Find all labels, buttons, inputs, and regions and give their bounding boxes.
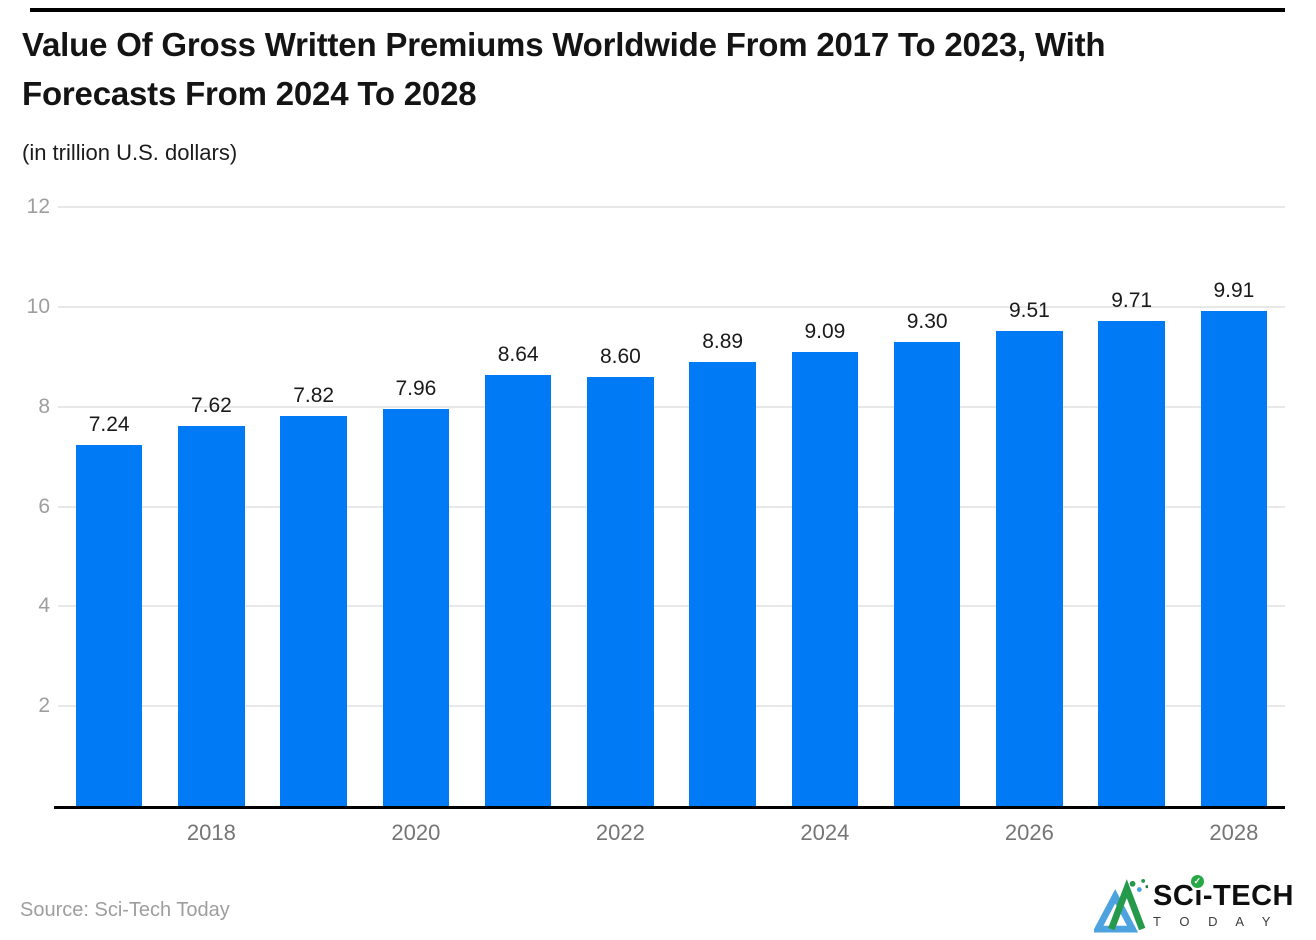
gridline-y-8 xyxy=(58,405,1285,408)
logo-brand-text: SCı-TECH xyxy=(1153,879,1294,912)
logo-brand-subname: T O D A Y xyxy=(1153,914,1278,930)
bar-slot-2018: 7.62 2018 xyxy=(160,207,262,845)
bar-2021 xyxy=(484,374,552,806)
bar-slot-2023: 8.89 xyxy=(672,207,774,806)
y-axis-tick-label-8: 8 xyxy=(38,394,50,418)
value-label-2018: 7.62 xyxy=(190,393,232,417)
bar-slot-2025: 9.30 xyxy=(876,207,978,806)
value-label-2023: 8.89 xyxy=(702,330,744,354)
x-axis-tick-label-2028: 2028 xyxy=(1209,820,1259,845)
value-label-2024: 9.09 xyxy=(804,320,846,344)
y-axis-tick-label-4: 4 xyxy=(38,594,50,618)
bar-slot-2020: 7.96 2020 xyxy=(365,207,467,845)
x-axis-tick-label-2018: 2018 xyxy=(186,820,236,845)
logo-text: SCı-TECH ✓ T O D A Y xyxy=(1153,874,1294,930)
value-label-2025: 9.30 xyxy=(906,309,948,333)
bar-2028 xyxy=(1200,311,1268,806)
bar-chart-plot-area: 7.24 7.62 2018 7.82 7.96 2020 8.64 8.60 2022 8.89… xyxy=(54,206,1285,845)
x-axis-tick-label-2024: 2024 xyxy=(800,820,850,845)
value-label-2017: 7.24 xyxy=(88,412,130,436)
value-label-2022: 8.60 xyxy=(599,344,641,368)
y-axis-tick-label-10: 10 xyxy=(26,294,50,318)
value-label-2020: 7.96 xyxy=(395,376,437,400)
bar-2024 xyxy=(791,352,859,806)
logo-brand-name: SCı-TECH ✓ xyxy=(1153,874,1294,912)
x-axis-tick-label-2026: 2026 xyxy=(1004,820,1054,845)
y-axis-labels: 2 4 6 8 10 12 xyxy=(8,195,50,806)
bar-2019 xyxy=(280,415,347,806)
bar-slot-2022: 8.60 2022 xyxy=(569,207,671,845)
value-label-2027: 9.71 xyxy=(1111,289,1153,313)
bar-2018 xyxy=(178,425,245,806)
bar-2020 xyxy=(382,408,450,806)
bar-slot-2028: 9.91 2028 xyxy=(1183,207,1285,845)
gridline-y-4 xyxy=(58,605,1285,608)
y-axis-tick-label-12: 12 xyxy=(26,195,50,218)
value-label-2026: 9.51 xyxy=(1008,299,1050,323)
bar-2023 xyxy=(689,362,756,806)
gridline-y-10 xyxy=(58,305,1285,308)
top-accent-rule xyxy=(30,8,1285,12)
value-label-2019: 7.82 xyxy=(293,383,335,407)
y-axis-tick-label-2: 2 xyxy=(38,694,50,718)
bar-2022 xyxy=(587,376,654,806)
chart-subtitle: (in trillion U.S. dollars) xyxy=(22,140,238,165)
bar-2025 xyxy=(893,341,961,806)
y-axis-tick-label-6: 6 xyxy=(38,494,50,518)
bar-slot-2027: 9.71 xyxy=(1081,207,1183,806)
x-axis-tick-label-2022: 2022 xyxy=(595,820,645,845)
gridline-y-12 xyxy=(58,206,1285,208)
bar-2026 xyxy=(996,331,1063,806)
bar-slot-2021: 8.64 xyxy=(467,207,569,806)
bar-slot-2026: 9.51 2026 xyxy=(978,207,1080,845)
gridline-y-6 xyxy=(58,505,1285,508)
bar-slot-2017: 7.24 xyxy=(58,207,160,806)
bar-slot-2019: 7.82 xyxy=(263,207,365,806)
value-label-2028: 9.91 xyxy=(1213,279,1255,303)
bar-2027 xyxy=(1098,321,1165,806)
x-axis-tick-label-2020: 2020 xyxy=(391,820,441,845)
bar-2017 xyxy=(75,444,143,806)
value-label-2021: 8.64 xyxy=(497,342,539,366)
bar-slot-2024: 9.09 2024 xyxy=(774,207,876,845)
triangle-mountain-logo-icon xyxy=(1094,878,1149,933)
scitech-today-logo: SCı-TECH ✓ T O D A Y xyxy=(1094,874,1294,934)
source-attribution: Source: Sci-Tech Today xyxy=(20,899,230,921)
check-icon: ✓ xyxy=(1191,874,1205,888)
gridline-y-2 xyxy=(58,705,1285,708)
chart-title: Value Of Gross Written Premiums Worldwid… xyxy=(22,26,1106,112)
